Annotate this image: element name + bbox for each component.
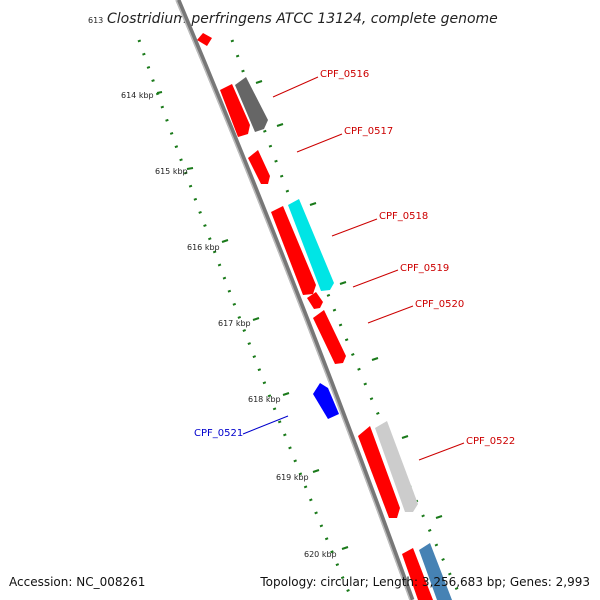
cds-feature[interactable] (248, 150, 270, 184)
cds-feature[interactable] (307, 292, 323, 309)
gene-label-cpf-0519[interactable]: CPF_0519 (400, 263, 449, 274)
leader-line (352, 269, 399, 288)
cds-feature-reverse[interactable] (313, 383, 339, 419)
major-ticks (156, 80, 443, 550)
gene-label-cpf-0521[interactable]: CPF_0521 (194, 428, 243, 439)
leader-line (418, 442, 465, 461)
cds-feature[interactable] (419, 543, 452, 600)
leader-line (242, 415, 289, 435)
cds-feature[interactable] (197, 33, 212, 46)
leader-line (331, 218, 378, 237)
tick-label: 620 kbp (304, 550, 337, 559)
tick-label: 617 kbp (218, 319, 251, 328)
inner-tick-track (230, 39, 464, 600)
tick-label: 619 kbp (276, 473, 309, 482)
cds-feature[interactable] (288, 199, 334, 291)
cds-feature[interactable] (235, 77, 268, 132)
tick-label: 616 kbp (187, 243, 220, 252)
gene-label-cpf-0516[interactable]: CPF_0516 (320, 69, 369, 80)
tick-label: 614 kbp (121, 91, 154, 100)
leader-line (296, 133, 343, 153)
title-coordinate: 613 (88, 16, 103, 25)
title-organism: Clostridium perfringens ATCC 13124, comp… (107, 11, 498, 27)
cds-feature[interactable] (402, 548, 433, 600)
tick-label: 618 kbp (248, 395, 281, 404)
cds-feature[interactable] (271, 206, 316, 295)
leader-line (367, 305, 414, 324)
genome-backbone-highlight (175, 0, 411, 600)
cds-feature[interactable] (313, 310, 346, 364)
cds-feature[interactable] (220, 84, 250, 137)
gene-label-cpf-0518[interactable]: CPF_0518 (379, 211, 428, 222)
tick-label: 615 kbp (155, 167, 188, 176)
cds-feature[interactable] (375, 421, 418, 512)
gene-label-cpf-0520[interactable]: CPF_0520 (415, 299, 464, 310)
cds-feature[interactable] (358, 426, 400, 518)
gene-label-cpf-0517[interactable]: CPF_0517 (344, 126, 393, 137)
accession-text: Accession: NC_008261 (9, 575, 145, 589)
genome-summary-text: Topology: circular; Length: 3,256,683 bp… (259, 575, 590, 589)
genome-backbone (175, 0, 415, 600)
gene-label-cpf-0522[interactable]: CPF_0522 (466, 436, 515, 447)
leader-line (272, 76, 319, 98)
